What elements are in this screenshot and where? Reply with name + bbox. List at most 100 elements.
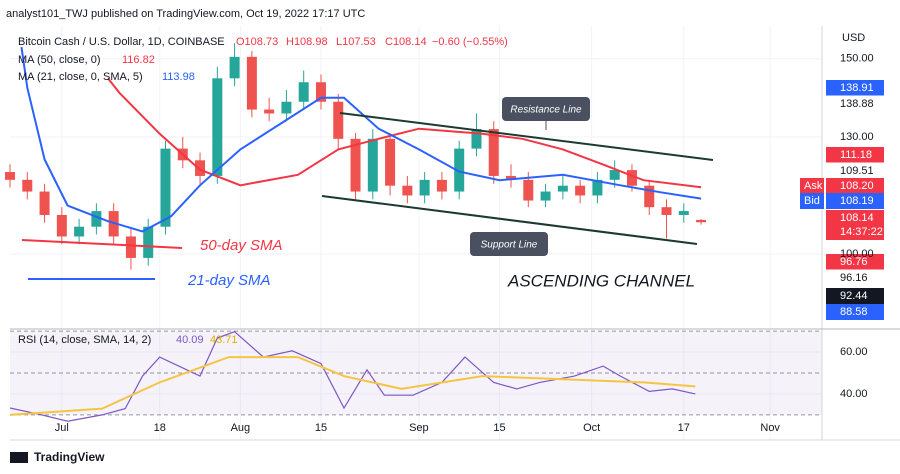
- x-tick-label: 15: [315, 422, 327, 434]
- candle-body: [661, 207, 672, 215]
- price-labels: 138.91 138.88 111.18 109.51 Ask 108.20 Bid 108.…: [800, 80, 885, 320]
- price-label: 96.16: [840, 272, 868, 284]
- y-tick-label: 100.00: [840, 248, 874, 260]
- candle-body: [5, 172, 15, 180]
- x-tick-label: 15: [493, 422, 505, 434]
- candle-body: [125, 236, 136, 258]
- candle-body: [454, 148, 465, 192]
- support-line: [321, 195, 698, 245]
- price-label: 108.19: [840, 195, 874, 207]
- candle-body: [609, 170, 620, 180]
- price-label-box: [826, 178, 884, 194]
- candle-body: [367, 138, 378, 192]
- price-label: 108.20: [840, 180, 874, 192]
- candle-body: [195, 160, 206, 176]
- sma21-label: 21-day SMA: [187, 272, 271, 289]
- x-tick-label: Aug: [231, 422, 251, 434]
- y-tick-label: 150.00: [840, 53, 874, 65]
- candle-body: [264, 109, 275, 114]
- candle-body: [471, 129, 482, 149]
- resistance-callout: [502, 97, 590, 121]
- price-label: 138.91: [840, 82, 874, 94]
- candle-body: [212, 78, 223, 176]
- x-tick-label: Nov: [760, 422, 780, 434]
- x-tick-label: Sep: [409, 422, 429, 434]
- candle-body: [419, 179, 430, 196]
- ma21-value: 113.98: [162, 71, 195, 83]
- support-callout: [470, 232, 548, 256]
- candle-body: [402, 185, 413, 196]
- channel-label: ASCENDING CHANNEL: [507, 271, 695, 290]
- price-label-box: [826, 80, 884, 96]
- candle-body: [333, 101, 344, 139]
- candle-body: [229, 56, 240, 79]
- x-tick-label: 18: [154, 422, 166, 434]
- price-label: 14:37:22: [840, 226, 883, 238]
- ma21-name: MA (21, close, 0, SMA, 5): [18, 71, 143, 83]
- support-label: Support Line: [481, 240, 538, 251]
- price-label-box: [826, 147, 884, 163]
- x-tick-label: Oct: [583, 422, 600, 434]
- rsi-name: RSI (14, close, SMA, 14, 2): [18, 334, 151, 346]
- candle-body: [644, 185, 655, 208]
- legend: Bitcoin Cash / U.S. Dollar, 1D, COINBASE…: [18, 36, 508, 346]
- series-line: [9, 356, 696, 416]
- price-label-box: [825, 95, 885, 113]
- y-tick-label: 130.00: [840, 131, 874, 143]
- candle-body: [557, 185, 568, 192]
- ma50-name: MA (50, close, 0): [18, 54, 101, 66]
- currency: USD: [842, 32, 865, 44]
- x-tick-label: Jul: [55, 422, 69, 434]
- price-label-box: [826, 304, 884, 320]
- candle-body: [385, 138, 396, 186]
- series-line: [20, 46, 702, 233]
- candle-body: [626, 170, 637, 186]
- candle-body: [22, 179, 33, 192]
- rsi-sma-value: 43.71: [210, 334, 238, 346]
- price-tag-box: [800, 193, 824, 209]
- price-label: 92.44: [840, 290, 868, 302]
- candle-body: [592, 179, 603, 196]
- ohlc-high: H108.98: [286, 36, 328, 48]
- price-label: Ask: [804, 180, 823, 192]
- y-tick-label: 60.00: [840, 346, 868, 358]
- candle-body: [436, 179, 447, 192]
- candle-body: [91, 211, 102, 227]
- footer-logo: [10, 452, 28, 463]
- footer-brand: TradingView: [34, 450, 105, 464]
- candle-body: [246, 56, 257, 110]
- candle-body: [39, 191, 50, 215]
- candle-body: [298, 82, 309, 102]
- price-label: Bid: [804, 195, 820, 207]
- candle-body: [350, 138, 361, 192]
- price-label-box: [825, 269, 885, 287]
- price-label-box: [826, 210, 884, 226]
- price-label-box: [826, 288, 884, 304]
- price-label: 138.88: [840, 98, 874, 110]
- sma50-label: 50-day SMA: [200, 237, 283, 254]
- candle-body: [696, 219, 707, 223]
- candle-body: [575, 185, 586, 196]
- price-tag-box: [800, 178, 824, 194]
- price-label-box: [826, 254, 884, 270]
- price-label-box: [826, 193, 884, 209]
- candle-body: [506, 175, 517, 180]
- x-tick-label: 17: [678, 422, 690, 434]
- candle-body: [488, 129, 499, 176]
- price-label: 109.51: [840, 165, 874, 177]
- change: −0.60 (−0.55%): [432, 36, 508, 48]
- ohlc-open: O108.73: [236, 36, 278, 48]
- candle-body: [523, 179, 534, 201]
- price-label-box: [826, 224, 884, 240]
- price-label: 111.18: [840, 149, 872, 161]
- series-line: [9, 331, 696, 422]
- sma50-sample: [21, 239, 183, 249]
- candle-body: [678, 211, 689, 215]
- ohlc-close: C108.14: [385, 36, 427, 48]
- price-label: 88.58: [840, 306, 868, 318]
- candle-body: [540, 191, 551, 201]
- price-label: 96.76: [840, 256, 868, 268]
- resistance-line: [339, 112, 714, 161]
- ma50-value: 116.82: [122, 54, 155, 66]
